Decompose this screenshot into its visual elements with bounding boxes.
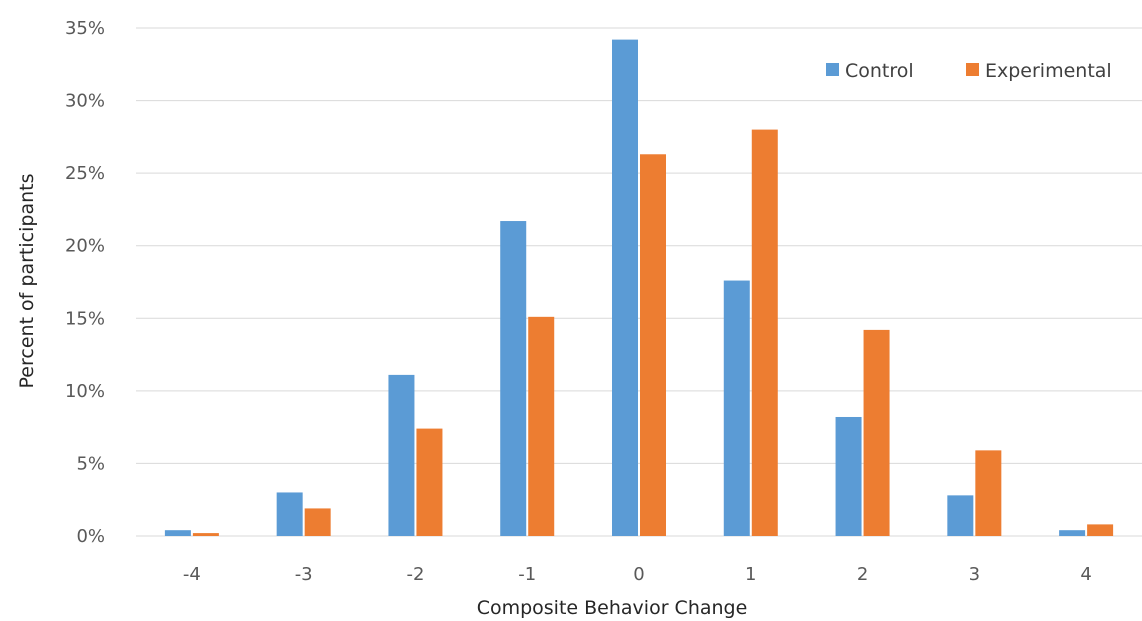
x-tick-label: -4: [183, 564, 201, 585]
x-tick-label: -3: [295, 564, 313, 585]
bar-experimental--3: [304, 508, 331, 536]
bar-control-1: [723, 280, 750, 536]
y-tick-label: 35%: [65, 18, 105, 39]
y-axis-title: Percent of participants: [16, 174, 38, 389]
bar-experimental-2: [863, 329, 890, 536]
bar-control--1: [500, 221, 527, 537]
legend-swatch-control: [826, 63, 839, 76]
bars: [164, 39, 1114, 537]
bar-experimental--4: [192, 533, 219, 536]
bar-experimental-1: [751, 129, 778, 536]
legend: Control Experimental: [826, 60, 1112, 82]
bar-control-2: [835, 416, 862, 536]
bar-experimental-4: [1087, 524, 1114, 536]
bar-control--2: [388, 374, 415, 536]
bar-control-0: [612, 39, 638, 537]
y-tick-label: 25%: [65, 163, 105, 184]
y-tick-label: 5%: [76, 453, 105, 474]
bar-control--3: [276, 492, 303, 536]
x-tick-label: 3: [969, 564, 980, 585]
bar-experimental-3: [975, 450, 1002, 536]
legend-label-experimental: Experimental: [985, 60, 1112, 82]
bar-experimental-0: [640, 154, 666, 536]
bar-control--4: [164, 530, 191, 536]
legend-swatch-experimental: [966, 63, 979, 76]
y-tick-label: 15%: [65, 308, 105, 329]
y-tick-label: 20%: [65, 236, 105, 257]
gridlines: [136, 27, 1142, 537]
x-tick-label: -1: [518, 564, 536, 585]
x-axis-ticks: -4 -3 -2 -1 0 1 2 3 4: [183, 564, 1092, 585]
y-axis-ticks: 0% 5% 10% 15% 20% 25% 30% 35%: [65, 18, 105, 547]
y-tick-label: 10%: [65, 381, 105, 402]
bar-control-4: [1059, 530, 1086, 536]
x-tick-label: 1: [745, 564, 756, 585]
y-tick-label: 0%: [76, 526, 105, 547]
x-tick-label: 0: [633, 564, 644, 585]
bar-control-3: [947, 495, 974, 536]
x-tick-label: 2: [857, 564, 868, 585]
y-tick-label: 30%: [65, 91, 105, 112]
x-tick-label: 4: [1080, 564, 1091, 585]
x-tick-label: -2: [406, 564, 424, 585]
x-axis-title: Composite Behavior Change: [477, 597, 748, 619]
legend-label-control: Control: [845, 60, 914, 82]
bar-experimental--1: [528, 316, 555, 536]
bar-experimental--2: [416, 428, 443, 536]
